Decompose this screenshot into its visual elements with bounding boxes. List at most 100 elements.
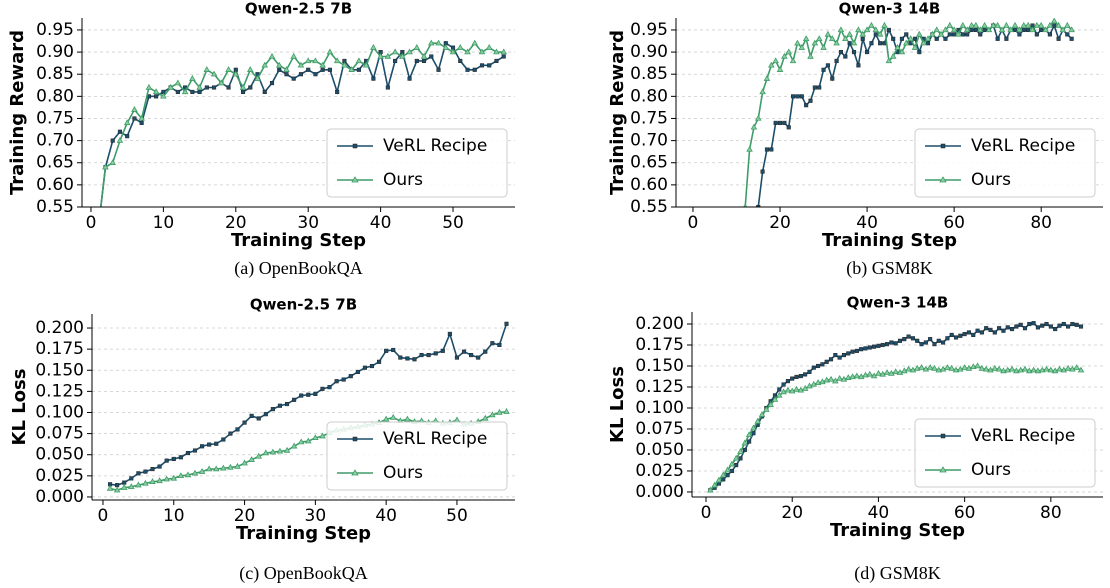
point-marker [884, 342, 890, 347]
point-marker [1021, 365, 1029, 372]
point-marker [750, 123, 758, 130]
point-marker [715, 476, 723, 483]
point-marker [429, 54, 434, 59]
point-marker [763, 406, 770, 412]
point-marker [479, 63, 485, 68]
x-tick-label: 0 [98, 506, 109, 526]
point-marker [892, 368, 899, 375]
point-marker [333, 57, 341, 64]
point-marker [384, 348, 389, 353]
y-tick-label: 0.85 [36, 64, 74, 84]
point-marker [959, 21, 967, 28]
chart-title: Qwen-2.5 7B [250, 296, 357, 314]
point-marker [943, 36, 948, 41]
point-marker [969, 27, 974, 33]
point-marker [1073, 364, 1080, 370]
caption: (d) GSM8K [854, 563, 941, 584]
caption: (a) OpenBookQA [234, 258, 362, 279]
y-tick-label: 0.65 [36, 153, 74, 173]
point-marker [883, 369, 891, 375]
y-tick-label: 0.90 [630, 42, 668, 62]
point-marker [503, 408, 510, 414]
y-axis-label: Training Reward [7, 30, 28, 195]
point-marker [894, 44, 901, 50]
point-marker [888, 369, 895, 376]
point-marker [929, 30, 936, 37]
point-marker [483, 349, 488, 354]
chart-title: Qwen-3 14B [839, 0, 941, 18]
point-marker [944, 364, 951, 370]
chart-title: Qwen-2.5 7B [245, 0, 352, 18]
point-marker [284, 72, 289, 77]
point-marker [945, 336, 950, 341]
point-marker [241, 459, 248, 466]
point-marker [320, 386, 325, 391]
point-marker [1034, 367, 1042, 374]
point-marker [116, 136, 124, 143]
point-marker [435, 39, 442, 46]
point-marker [806, 382, 813, 389]
y-tick-label: 0.075 [635, 419, 684, 439]
point-marker [203, 66, 211, 72]
point-marker [319, 432, 326, 439]
point-marker [355, 369, 360, 374]
point-marker [784, 386, 792, 393]
point-marker [1020, 21, 1028, 28]
point-marker [998, 26, 1006, 33]
x-tick-label: 30 [305, 506, 327, 526]
legend-label: Ours [971, 460, 1011, 480]
point-marker [214, 441, 219, 446]
point-marker [232, 70, 240, 77]
point-marker [747, 439, 752, 444]
point-marker [125, 134, 130, 139]
point-marker [422, 58, 427, 63]
point-marker [976, 26, 984, 33]
point-marker [931, 364, 938, 371]
point-marker [377, 359, 382, 364]
point-marker [242, 420, 247, 425]
point-marker [177, 472, 185, 479]
y-tick-label: 0.100 [35, 402, 84, 422]
point-marker [865, 50, 870, 55]
point-marker [863, 26, 871, 33]
point-marker [341, 61, 348, 68]
point-marker [857, 373, 865, 380]
point-marker [456, 44, 464, 50]
point-marker [160, 92, 167, 99]
point-marker [212, 465, 220, 472]
point-marker [362, 61, 370, 68]
point-marker [885, 57, 893, 64]
point-marker [1021, 27, 1026, 33]
point-marker [319, 61, 326, 68]
point-marker [737, 448, 744, 454]
point-marker [893, 341, 898, 346]
point-marker [313, 72, 318, 77]
point-marker [263, 412, 268, 417]
point-marker [489, 411, 496, 418]
point-marker [138, 114, 145, 121]
point-marker [974, 362, 981, 369]
point-marker [971, 332, 976, 337]
point-marker [851, 50, 857, 55]
point-marker [957, 365, 964, 372]
point-marker [1007, 26, 1015, 33]
point-marker [932, 342, 937, 347]
point-marker [1004, 366, 1012, 373]
point-marker [781, 382, 786, 387]
point-marker [969, 363, 977, 370]
point-marker [859, 347, 864, 352]
point-marker [1039, 27, 1044, 33]
point-marker [135, 481, 142, 488]
point-marker [902, 39, 910, 46]
point-marker [306, 67, 311, 72]
point-marker [721, 477, 726, 482]
point-marker [269, 81, 275, 86]
point-marker [850, 39, 858, 46]
point-marker [196, 83, 203, 90]
point-marker [899, 36, 904, 41]
point-marker [1066, 324, 1071, 329]
point-marker [750, 424, 757, 431]
point-marker [490, 341, 495, 346]
point-marker [798, 44, 806, 50]
